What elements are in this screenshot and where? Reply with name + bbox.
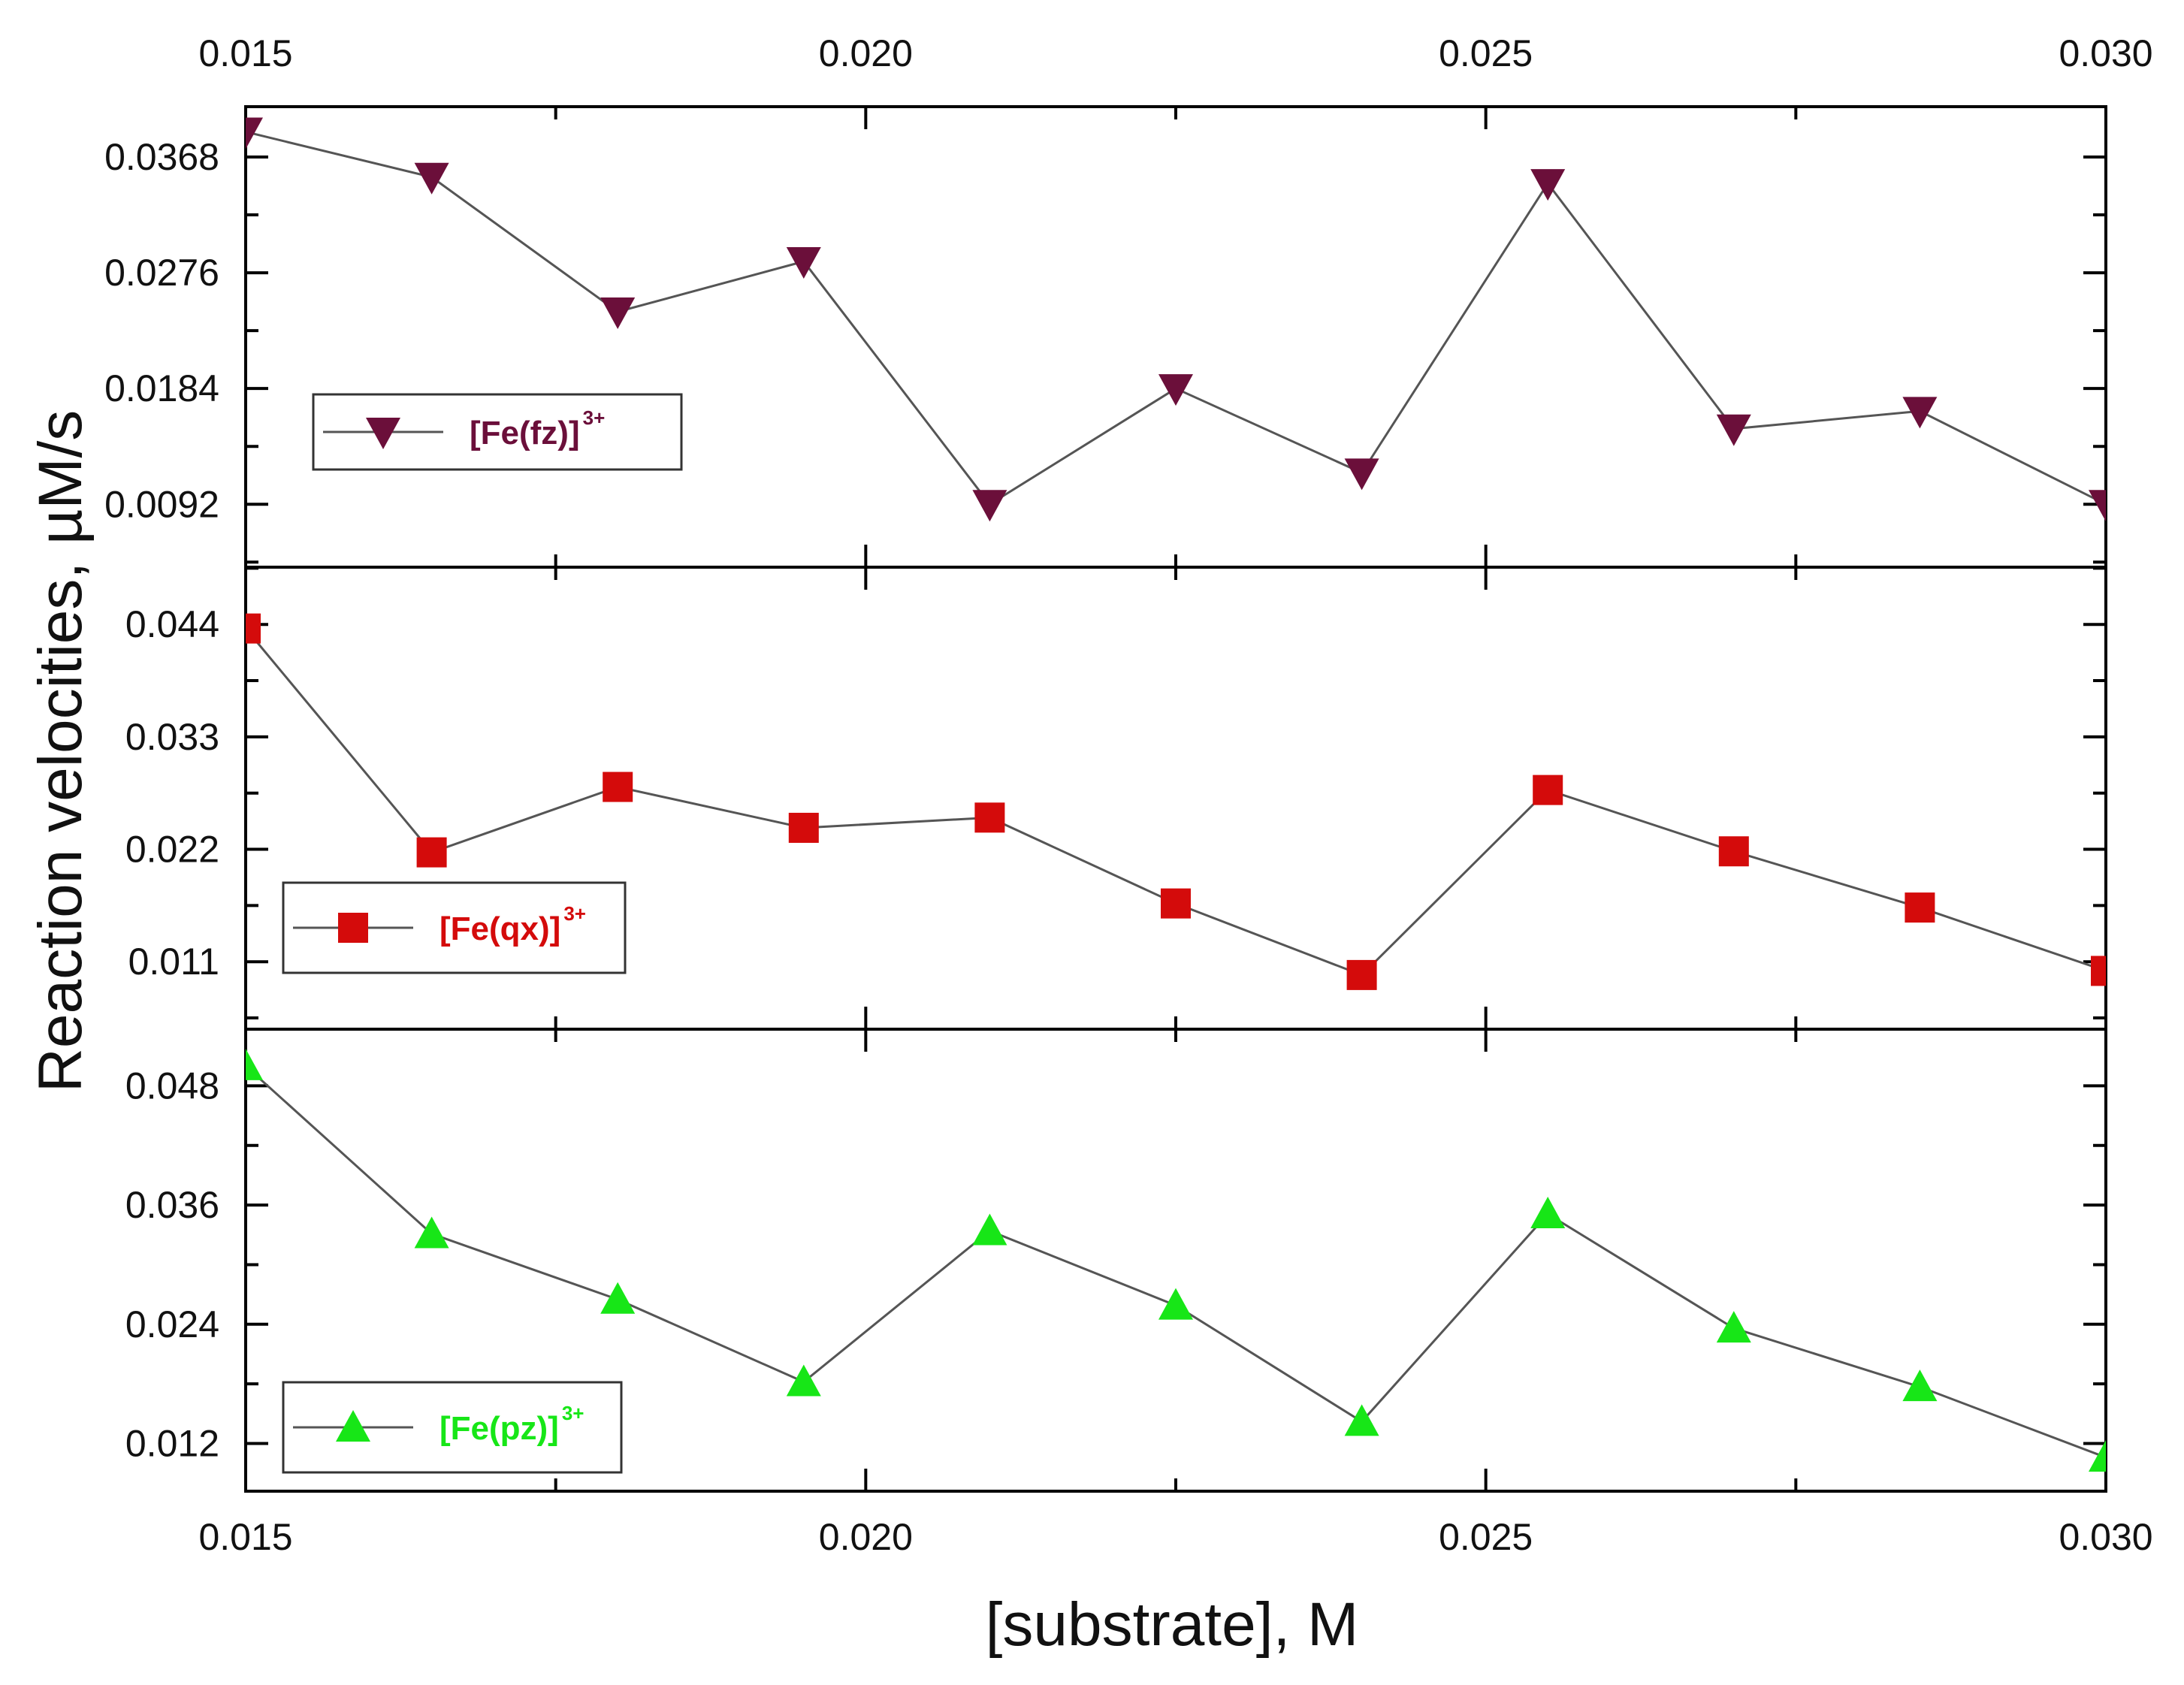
y-tick-label: 0.0368	[104, 136, 219, 178]
x-axis-title: [substrate], M	[986, 1590, 1359, 1659]
y-tick-label: 0.044	[125, 603, 219, 645]
legend-1: [Fe(fz)] 3+	[312, 393, 683, 471]
legend-label: [Fe(qx)]	[440, 910, 560, 947]
data-point	[600, 1282, 636, 1314]
y-tick-label: 0.0092	[104, 483, 219, 525]
data-point	[2091, 956, 2106, 986]
panel-frame	[244, 105, 2107, 569]
data-point	[416, 837, 447, 868]
data-point	[2089, 1440, 2106, 1472]
bottom-x-tick-label: 0.025	[1439, 1516, 1533, 1558]
y-tick-label: 0.033	[125, 716, 219, 758]
data-point	[1161, 888, 1191, 919]
y-tick-label: 0.0276	[104, 252, 219, 294]
panel-3: 0.012 0.024 0.036 0.048 [Fe(pz)] 3+	[125, 1028, 2107, 1493]
data-point	[1158, 1288, 1193, 1320]
legend-marker-icon	[338, 913, 368, 943]
data-point	[414, 1216, 449, 1249]
data-point	[246, 117, 263, 149]
data-point	[974, 802, 1005, 833]
data-point	[1346, 959, 1377, 990]
data-point	[246, 1048, 263, 1080]
bottom-x-tick-label: 0.020	[819, 1516, 913, 1558]
data-point	[972, 490, 1007, 522]
legend-3: [Fe(pz)] 3+	[282, 1381, 623, 1474]
legend-2: [Fe(qx)] 3+	[282, 881, 627, 974]
top-x-tick-labels: 0.015 0.020 0.025 0.030	[198, 32, 2152, 74]
top-x-tick-label: 0.020	[819, 32, 913, 74]
y-tick-label: 0.036	[125, 1184, 219, 1226]
data-point	[603, 772, 633, 802]
legend-label-superscript: 3+	[563, 902, 586, 925]
legend-marker-icon	[366, 418, 400, 449]
data-point	[1905, 892, 1935, 923]
data-point	[786, 247, 821, 279]
legend-label-superscript: 3+	[562, 1402, 585, 1424]
data-point	[1530, 1197, 1566, 1228]
y-tick-label: 0.012	[125, 1423, 219, 1465]
y-tick-label: 0.011	[128, 941, 219, 983]
data-point	[1716, 1311, 1751, 1343]
legend-marker-icon	[336, 1410, 370, 1442]
legend-label: [Fe(pz)]	[440, 1410, 559, 1447]
series-1	[246, 117, 2106, 522]
data-point	[246, 613, 261, 644]
y-tick-label: 0.0184	[104, 367, 219, 409]
data-point	[1533, 775, 1563, 805]
y-tick-label: 0.048	[125, 1064, 219, 1107]
bottom-x-tick-label: 0.030	[2059, 1516, 2152, 1558]
legend-label-superscript: 3+	[583, 406, 606, 429]
panel-2: 0.011 0.022 0.033 0.044 [Fe(qx)] 3+	[125, 566, 2107, 1031]
data-point	[1158, 374, 1193, 406]
data-point	[1902, 1369, 1938, 1402]
data-point	[786, 1364, 821, 1397]
data-point	[2089, 490, 2106, 522]
data-point	[972, 1213, 1007, 1246]
data-point	[1718, 836, 1749, 867]
series-3	[246, 1048, 2106, 1472]
data-point	[1344, 1404, 1379, 1436]
data-point	[600, 297, 636, 330]
top-x-tick-label: 0.025	[1439, 32, 1533, 74]
series-2	[246, 613, 2106, 990]
panel-1: 0.0092 0.0184 0.0276 0.0368 [Fe(fz)] 3+	[104, 105, 2107, 569]
y-axis-title: Reaction velocities, µM/s	[26, 410, 95, 1093]
y-tick-label: 0.024	[125, 1303, 219, 1345]
y-tick-label: 0.022	[125, 829, 219, 871]
data-point	[414, 162, 449, 195]
data-point	[788, 812, 819, 843]
data-point	[1902, 397, 1938, 429]
top-x-tick-label: 0.015	[198, 32, 292, 74]
data-point	[1344, 458, 1379, 491]
bottom-x-tick-labels: 0.015 0.020 0.025 0.030	[198, 1516, 2152, 1558]
data-point	[1530, 169, 1566, 201]
data-point	[1716, 414, 1751, 446]
legend-label: [Fe(fz)]	[470, 415, 580, 451]
top-x-tick-label: 0.030	[2059, 32, 2152, 74]
bottom-x-tick-label: 0.015	[198, 1516, 292, 1558]
